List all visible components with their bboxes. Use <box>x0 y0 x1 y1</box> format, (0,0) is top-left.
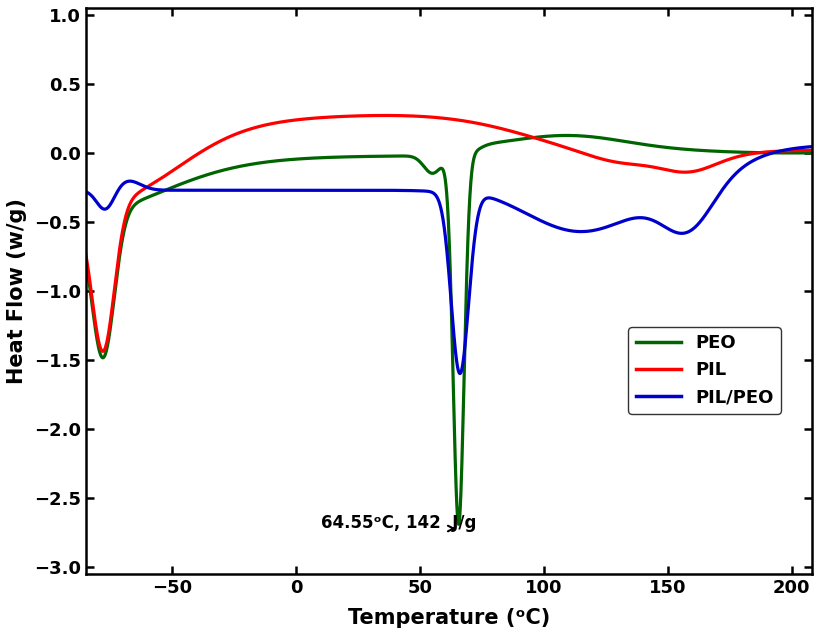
PIL/PEO <box>806 143 816 150</box>
Y-axis label: Heat Flow (w/g): Heat Flow (w/g) <box>7 198 27 384</box>
PEO <box>792 149 802 157</box>
X-axis label: Temperature (ᵒC): Temperature (ᵒC) <box>347 608 550 628</box>
PEO <box>359 152 369 160</box>
PIL <box>714 159 724 166</box>
PEO <box>806 149 816 157</box>
PIL/PEO <box>455 370 464 377</box>
PIL/PEO <box>206 187 216 194</box>
PIL <box>792 147 802 154</box>
Line: PEO: PEO <box>86 135 811 525</box>
Line: PIL: PIL <box>86 116 811 351</box>
PIL <box>98 347 108 355</box>
PIL <box>380 112 390 119</box>
PIL <box>81 250 91 258</box>
PEO <box>164 185 174 192</box>
PIL/PEO <box>81 188 91 196</box>
PIL/PEO <box>359 187 369 194</box>
PEO <box>561 131 571 139</box>
PIL <box>206 142 216 149</box>
PEO <box>206 170 216 177</box>
PEO <box>714 147 724 155</box>
Line: PIL/PEO: PIL/PEO <box>86 147 811 373</box>
PIL/PEO <box>792 144 802 152</box>
PIL <box>164 170 174 177</box>
PEO <box>453 521 463 528</box>
PIL <box>391 112 400 119</box>
PEO <box>81 257 91 264</box>
PIL/PEO <box>713 190 723 197</box>
PIL/PEO <box>390 187 400 194</box>
PIL <box>359 112 369 119</box>
PEO <box>390 152 400 160</box>
PIL <box>806 147 816 154</box>
Legend: PEO, PIL, PIL/PEO: PEO, PIL, PIL/PEO <box>627 327 780 413</box>
PIL/PEO <box>164 187 174 194</box>
Text: 64.55ᵒC, 142  J/g: 64.55ᵒC, 142 J/g <box>321 514 476 532</box>
